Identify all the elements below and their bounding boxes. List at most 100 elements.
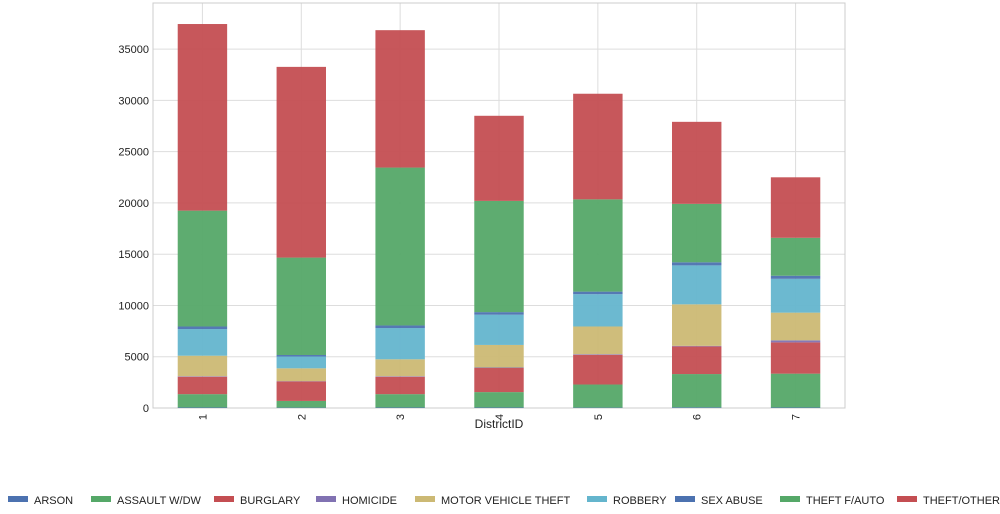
legend-label: MOTOR VEHICLE THEFT [441,495,570,507]
bar-segment [573,294,623,327]
bar-segment [672,265,722,305]
legend-swatch [587,496,607,502]
legend-label: ASSAULT W/DW [117,495,202,507]
bar-segment [770,237,821,276]
legend: ARSON ASSAULT W/DW BURGLARY HOMICIDE MOTOR V… [8,495,1000,507]
legend-item: THEFT F/AUTO [780,495,885,507]
legend-label: HOMICIDE [342,495,397,507]
x-axis-label: DistrictID [475,417,524,431]
legend-item: ASSAULT W/DW [91,495,202,507]
bar-segment [177,210,228,327]
legend-label: ARSON [34,495,73,507]
bar-segment [177,376,228,395]
bar-segment [770,275,821,279]
bar-segment [474,344,524,368]
y-tick-label: 20000 [118,198,149,210]
bar-segment [672,374,722,408]
legend-item: SEX ABUSE [675,495,763,507]
bar-segment [177,376,228,377]
x-tick-label: 1 [197,414,209,420]
bar-segment [770,373,821,408]
bar-segment [177,329,228,356]
bar-segment [276,354,326,357]
bar-segment [474,314,524,345]
bar-segment [474,115,524,201]
bar-segment [672,262,722,266]
bar-segment [573,384,623,408]
bar-segment [770,342,821,374]
bar-segment [276,66,326,258]
y-tick-label: 10000 [118,300,149,312]
bar-segment [573,291,623,295]
bar-segment [177,394,228,408]
bar-segment [672,304,722,346]
bar-segment [276,400,326,408]
bar-segment [770,312,821,341]
y-tick-label: 15000 [118,249,149,261]
legend-swatch [91,496,111,502]
bar-segment [177,24,228,211]
legend-swatch [897,496,917,502]
x-tick-label: 4 [494,414,506,420]
legend-label: THEFT F/AUTO [806,495,885,507]
bar-segment [375,328,425,360]
bar-segment [276,368,326,382]
y-axis-ticks: 0 5000 10000 15000 20000 25000 30000 35000 [118,44,149,415]
legend-swatch [675,496,695,502]
y-tick-label: 25000 [118,147,149,159]
bar-segment [770,340,821,343]
legend-label: ROBBERY [613,495,667,507]
bar-segment [276,257,326,355]
bar-segment [375,359,425,377]
legend-label: BURGLARY [240,495,301,507]
bar-segment [276,356,326,369]
bar-segment [375,407,425,408]
legend-item: BURGLARY [214,495,301,507]
legend-label: SEX ABUSE [701,495,763,507]
legend-item: ROBBERY [587,495,667,507]
bar-segment [276,381,326,401]
legend-item: ARSON [8,495,73,507]
legend-swatch [780,496,800,502]
legend-item: MOTOR VEHICLE THEFT [415,495,570,507]
y-tick-label: 35000 [118,44,149,56]
x-tick-label: 6 [692,414,704,420]
bar-segment [770,177,821,238]
legend-item: THEFT/OTHER [897,495,1000,507]
bar-segment [375,167,425,326]
bar-segment [573,199,623,292]
x-tick-label: 3 [395,414,407,420]
bar-segment [672,203,722,263]
bar-segment [672,346,722,375]
bar-segment [672,407,722,408]
legend-swatch [415,496,435,502]
bar-segment [375,394,425,408]
bar-segment [474,392,524,408]
bar-segment [375,325,425,329]
bar-segment [474,407,524,408]
bar-segment [573,354,623,385]
bars [177,24,821,408]
bar-segment [573,354,623,355]
bar-segment [573,93,623,200]
bar-segment [474,312,524,315]
bar-segment [375,376,425,377]
bar-segment [474,367,524,369]
bar-segment [177,355,228,377]
x-tick-label: 5 [593,414,605,420]
legend-label: THEFT/OTHER [923,495,1000,507]
x-tick-label: 7 [791,414,803,420]
bar-segment [672,345,722,347]
bar-segment [474,368,524,393]
legend-swatch [316,496,336,502]
bar-segment [375,376,425,395]
bar-segment [770,278,821,313]
y-tick-label: 5000 [125,352,149,364]
y-tick-label: 30000 [118,95,149,107]
legend-item: HOMICIDE [316,495,397,507]
y-tick-label: 0 [143,403,149,415]
x-tick-label: 2 [296,414,308,420]
bar-segment [573,326,623,355]
bar-segment [375,30,425,168]
